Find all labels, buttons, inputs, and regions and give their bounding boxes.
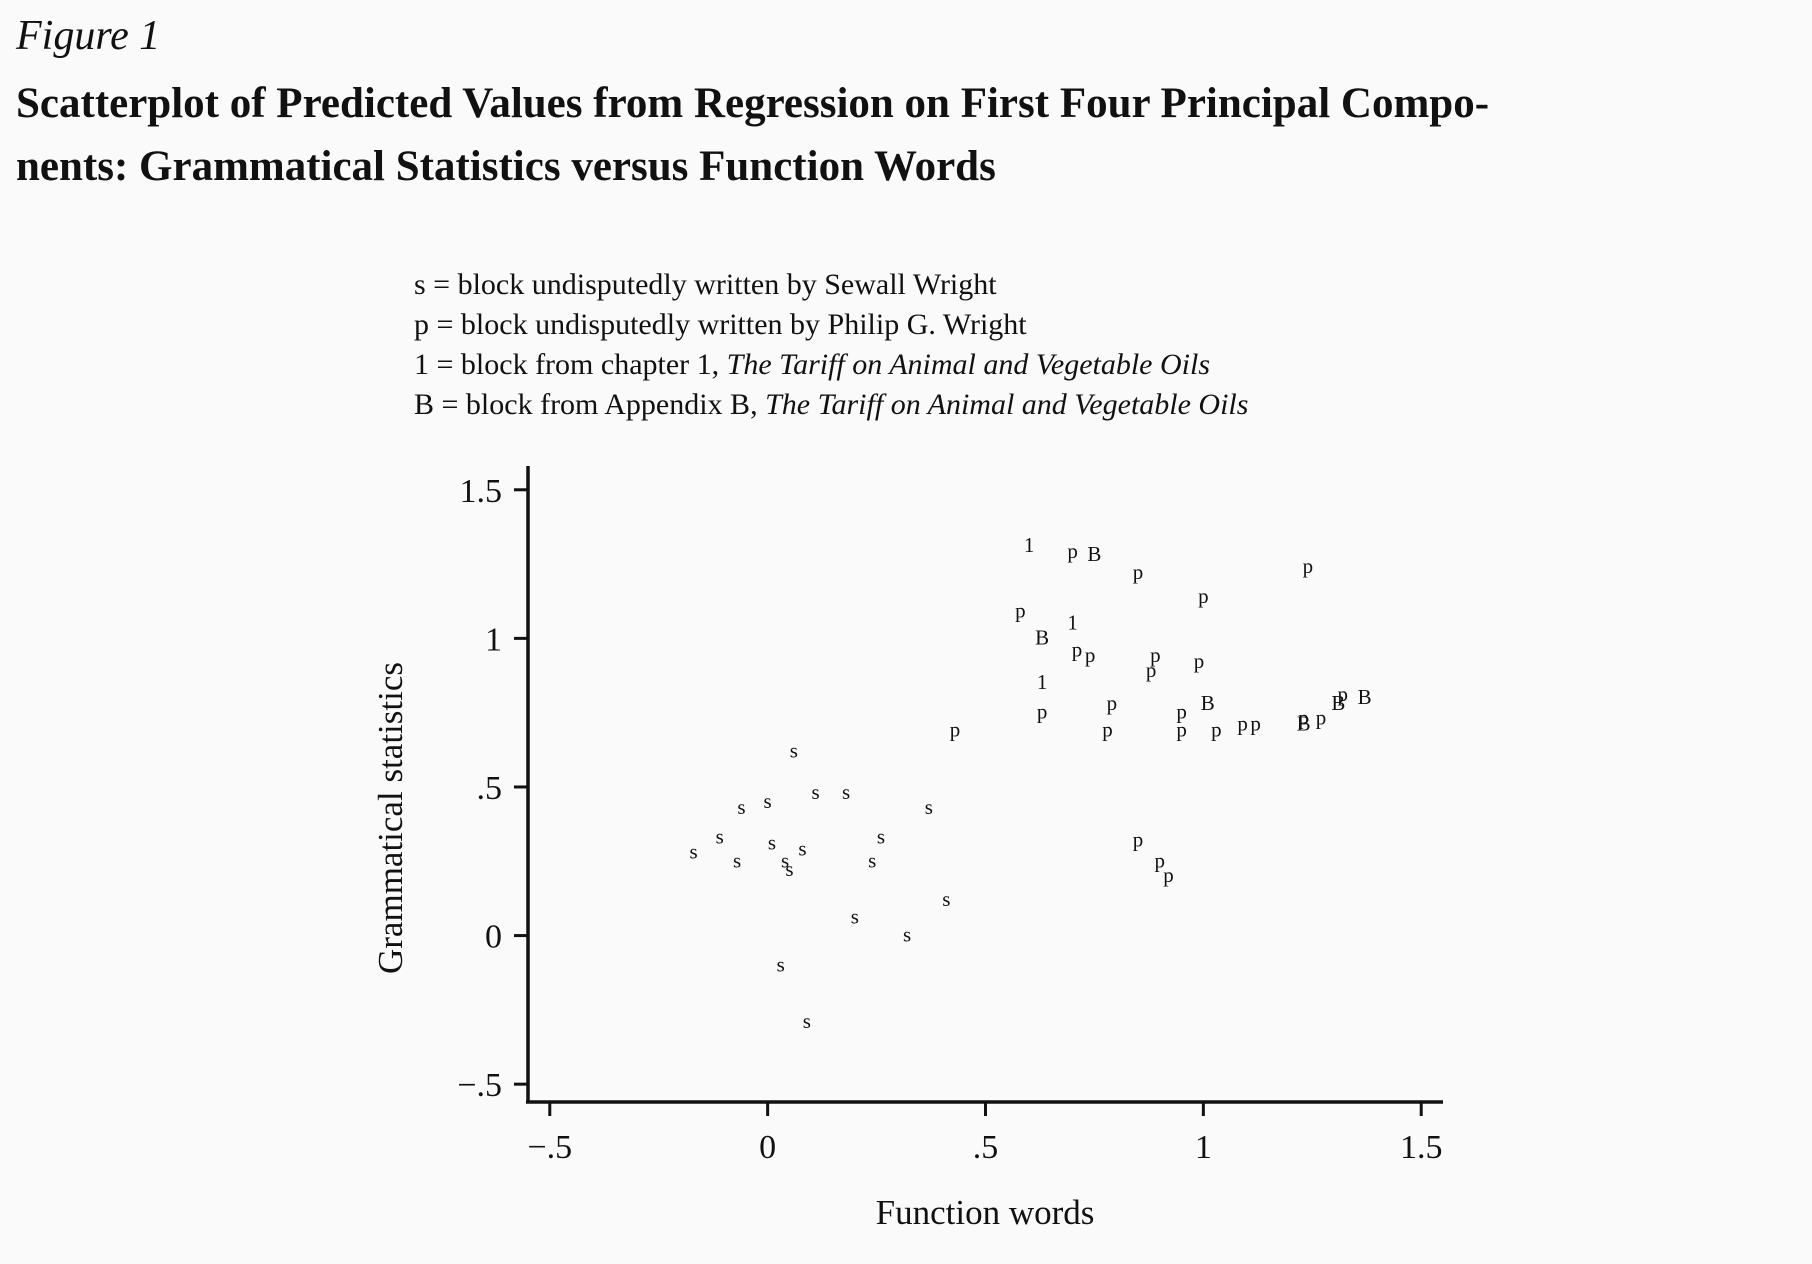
data-point-p: p [1194,649,1205,673]
data-point-s: s [803,1009,811,1033]
data-point-s: s [781,848,789,872]
data-point-b: B [1331,691,1345,715]
data-point-s: s [689,839,697,863]
data-point-p: p [1176,700,1187,724]
data-point-p: p [1176,718,1187,742]
x-tick-label: −.5 [527,1129,572,1166]
x-tick-label: 1 [1195,1129,1212,1166]
data-point-s: s [842,780,850,804]
data-point-s: s [942,887,950,911]
legend: s = block undisputedly written by Sewall… [414,265,1248,425]
x-tick-label: .5 [973,1129,999,1166]
legend-entry-p-text: p = block undisputedly written by Philip… [414,308,1027,341]
data-point-s: s [903,923,911,947]
data-point-one: 1 [1067,611,1078,635]
y-tick-label: −.5 [457,1067,502,1104]
data-point-b: B [1201,691,1215,715]
data-point-s: s [768,830,776,854]
legend-entry-b-text: B = block from Appendix B, [414,388,766,421]
chart-axes: −.5 0 .5 1 1.5 −.5 0 .5 1 1.5 [457,466,1443,1166]
y-tick-label: .5 [477,770,503,807]
data-point-p: p [1303,554,1314,578]
legend-entry-s: s = block undisputedly written by Sewall… [414,265,1248,305]
data-point-one: 1 [1037,670,1048,694]
data-point-b: B [1297,712,1311,736]
data-point-p: p [1067,539,1078,563]
y-tick-label: 1.5 [460,473,503,510]
data-point-p: p [1072,637,1083,661]
figure-title-line-2: nents: Grammatical Statistics versus Fun… [16,143,996,190]
data-point-s: s [737,795,745,819]
data-point-p: p [1338,682,1349,706]
data-point-p: p [1163,863,1174,887]
data-point-p: p [1155,848,1166,872]
data-point-p: p [1250,712,1261,736]
y-tick-label: 1 [485,621,502,658]
data-point-s: s [798,836,806,860]
data-point-p: p [1198,584,1209,608]
y-axis-label: Grammatical statistics [371,662,410,974]
data-point-s: s [925,795,933,819]
x-axis-label: Function words [876,1193,1095,1232]
data-point-p: p [950,718,961,742]
legend-entry-1-italic: The Tariff on Animal and Vegetable Oils [726,348,1211,381]
legend-entry-1-text: 1 = block from chapter 1, [414,348,727,381]
figure-title-line-1: Scatterplot of Predicted Values from Reg… [16,80,1490,127]
data-point-p: p [1133,827,1144,851]
legend-entry-p: p = block undisputedly written by Philip… [414,305,1248,345]
figure-label: Figure 1 [16,13,161,59]
data-point-p: p [1150,643,1161,667]
data-point-p: p [1146,658,1157,682]
data-point-p: p [1316,706,1327,730]
data-point-s: s [777,952,785,976]
data-point-p: p [1102,718,1113,742]
legend-entry-1: 1 = block from chapter 1, The Tariff on … [414,345,1248,385]
data-point-s: s [733,848,741,872]
data-point-b: B [1035,625,1049,649]
legend-entry-s-text: s = block undisputedly written by Sewall… [414,268,997,301]
data-point-s: s [764,789,772,813]
x-tick-label: 1.5 [1400,1129,1443,1166]
data-point-p: p [1107,691,1118,715]
x-tick-label: 0 [759,1129,776,1166]
y-tick-label: 0 [485,919,502,956]
data-point-one: 1 [1024,533,1035,557]
data-point-s: s [785,857,793,881]
data-point-b: B [1358,685,1372,709]
data-point-p: p [1085,643,1096,667]
data-point-b: B [1087,542,1101,566]
data-point-s: s [851,905,859,929]
data-point-s: s [716,824,724,848]
legend-entry-b-italic: The Tariff on Animal and Vegetable Oils [765,388,1249,421]
data-point-p: p [1037,700,1048,724]
data-point-p: p [1237,712,1248,736]
data-point-s: s [811,780,819,804]
figure-title: Scatterplot of Predicted Values from Reg… [16,72,1796,198]
data-point-p: p [1133,560,1144,584]
data-point-s: s [868,848,876,872]
data-point-p: p [1015,599,1026,623]
legend-entry-b: B = block from Appendix B, The Tariff on… [414,385,1248,425]
data-point-s: s [877,824,885,848]
data-point-p: p [1211,718,1222,742]
data-point-s: s [790,738,798,762]
data-point-p: p [1298,706,1309,730]
